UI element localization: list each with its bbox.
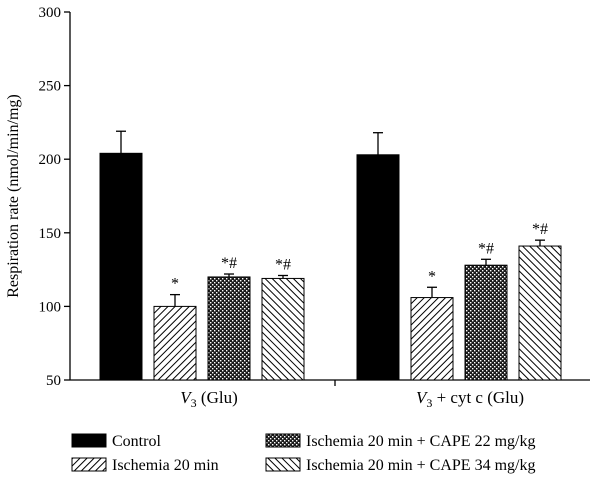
significance-marker: *# <box>532 221 548 238</box>
bar <box>519 246 561 380</box>
bar <box>357 155 399 380</box>
legend-swatch <box>266 458 300 471</box>
group-label: V3 (Glu) <box>180 388 237 410</box>
legend-label: Ischemia 20 min <box>112 457 219 474</box>
bar <box>411 298 453 380</box>
y-tick-label: 250 <box>39 79 62 95</box>
significance-marker: * <box>428 268 436 285</box>
y-tick-label: 200 <box>39 152 62 168</box>
y-tick-label: 50 <box>46 373 61 389</box>
legend-label: Ischemia 20 min + CAPE 22 mg/kg <box>306 433 535 450</box>
legend-swatch <box>72 434 106 447</box>
legend-swatch <box>72 458 106 471</box>
legend-label: Ischemia 20 min + CAPE 34 mg/kg <box>306 457 535 474</box>
significance-marker: * <box>171 276 179 293</box>
bars-layer: * *# *# * *# *# <box>100 131 561 380</box>
group-labels: V3 (Glu) V3 + cyt c (Glu) <box>180 388 524 410</box>
bar-chart: Respiration rate (nmol/min/mg) 50 100 150 2… <box>0 0 600 479</box>
significance-marker: *# <box>478 240 494 257</box>
y-tick-label: 100 <box>39 299 62 315</box>
significance-marker: *# <box>221 255 237 272</box>
bar <box>465 265 507 380</box>
bar <box>208 277 250 380</box>
legend-swatch <box>266 434 300 447</box>
bar <box>154 306 196 380</box>
y-axis-title: Respiration rate (nmol/min/mg) <box>5 94 22 298</box>
bar <box>100 153 142 380</box>
y-tick-label: 300 <box>39 5 62 21</box>
legend: Control Ischemia 20 min Ischemia 20 min + … <box>72 433 535 474</box>
group-label: V3 + cyt c (Glu) <box>416 388 524 410</box>
y-tick-label: 150 <box>39 226 62 242</box>
bar <box>262 278 304 380</box>
significance-marker: *# <box>275 256 291 273</box>
chart-container: Respiration rate (nmol/min/mg) 50 100 150 2… <box>0 0 600 479</box>
legend-label: Control <box>112 433 161 450</box>
